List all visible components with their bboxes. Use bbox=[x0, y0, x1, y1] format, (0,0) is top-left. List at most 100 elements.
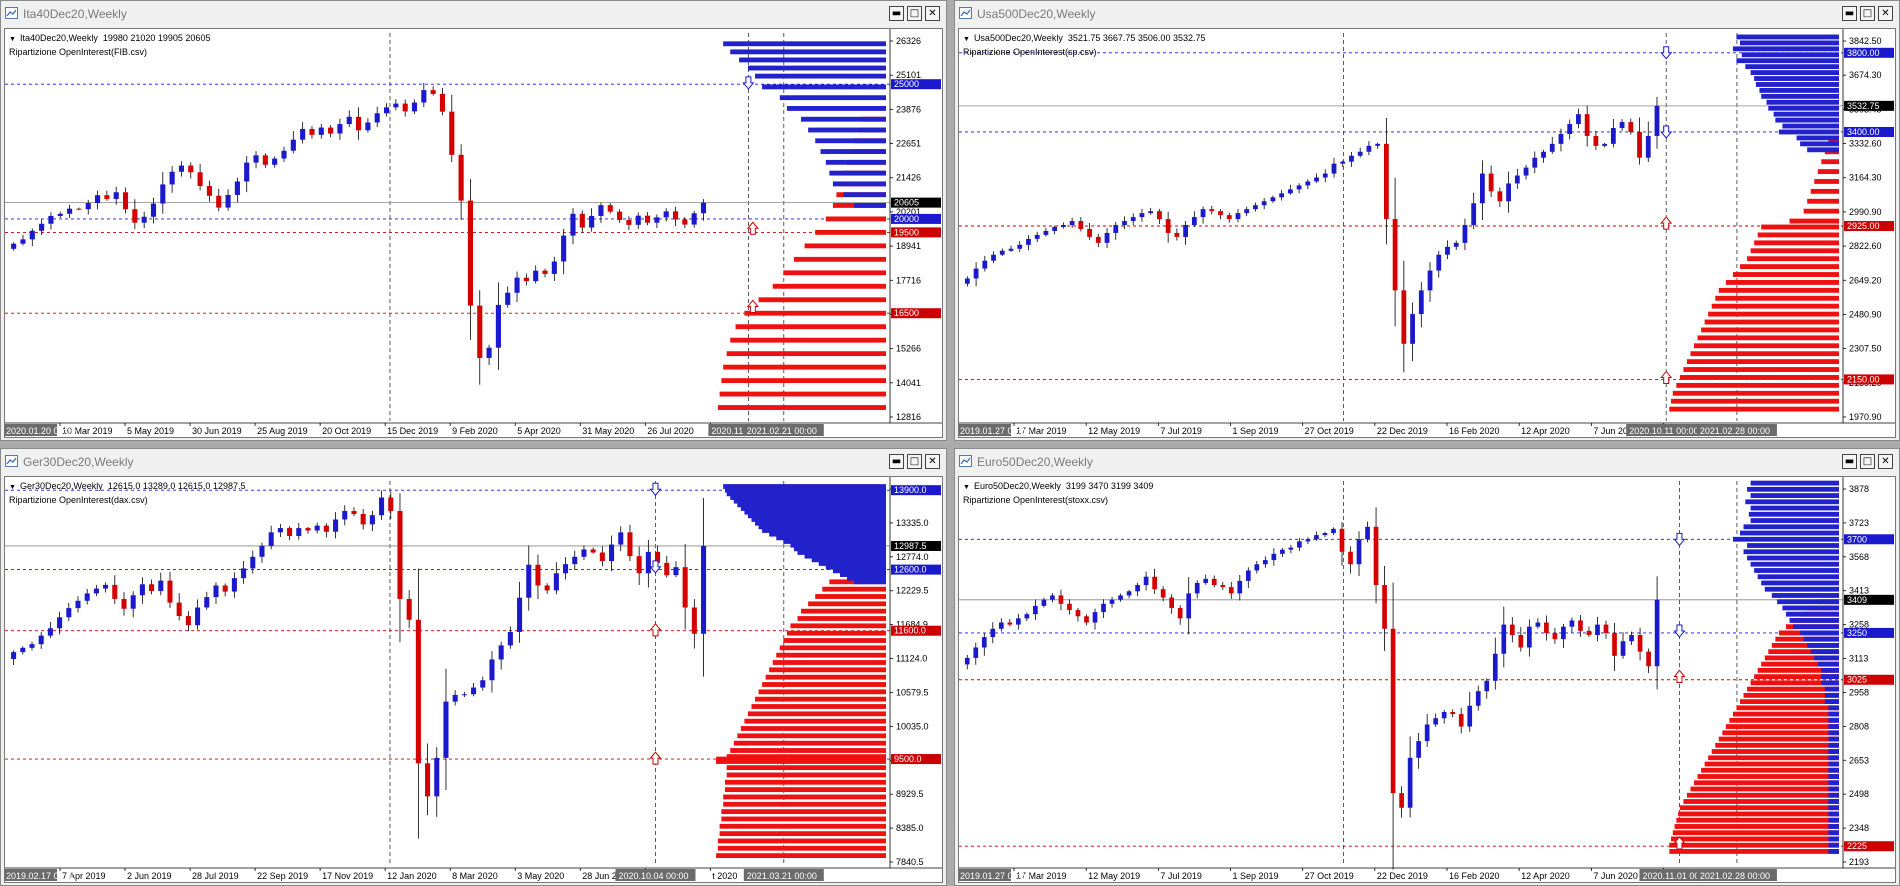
close-button[interactable]: ✕ bbox=[925, 454, 940, 469]
candle-body bbox=[1480, 173, 1485, 204]
candle-body bbox=[93, 588, 99, 594]
candle-body bbox=[526, 564, 532, 598]
close-button[interactable]: ✕ bbox=[1878, 6, 1893, 21]
call-oi-bar bbox=[1793, 624, 1839, 630]
candle-body bbox=[1157, 211, 1162, 220]
put-oi-bar bbox=[1671, 398, 1839, 404]
price-chart[interactable]: 26326 25101 23876 22651 21426 20201 18941 17716… bbox=[5, 29, 942, 437]
maximize-button[interactable]: □ bbox=[907, 6, 922, 21]
put-oi-bar bbox=[1669, 849, 1839, 854]
put-oi-bar bbox=[1757, 667, 1839, 673]
chart-plot-area[interactable]: 13879.913335.012774.012229.511684.911124… bbox=[4, 476, 943, 883]
candle-body bbox=[132, 209, 138, 223]
y-tick-label: 11684.9 bbox=[896, 620, 928, 630]
chart-window-euro50[interactable]: Euro50Dec20,Weekly ▬ □ ✕ 3878 3723 3568 341… bbox=[954, 448, 1900, 886]
candle-body bbox=[1602, 143, 1608, 146]
candle-body bbox=[991, 254, 996, 261]
close-button[interactable]: ✕ bbox=[1878, 454, 1893, 469]
maximize-button[interactable]: □ bbox=[1860, 6, 1875, 21]
candle-body bbox=[1270, 197, 1276, 202]
y-tick-label: 12774.0 bbox=[896, 552, 929, 562]
candle-body bbox=[467, 200, 474, 306]
chart-window-icon bbox=[959, 7, 972, 19]
level-price-box bbox=[891, 485, 941, 496]
put-oi-bar bbox=[1676, 817, 1839, 823]
chart-window-ger30[interactable]: Ger30Dec20,Weekly ▬ □ ✕ 13879.913335.012… bbox=[0, 448, 947, 886]
candle-body bbox=[553, 573, 559, 591]
candle-body bbox=[225, 194, 231, 208]
minimize-button[interactable]: ▬ bbox=[1842, 6, 1857, 21]
put-oi-bar bbox=[1764, 655, 1839, 661]
level-price-box bbox=[1844, 674, 1894, 685]
call-oi-bar bbox=[825, 159, 886, 165]
collapse-triangle-icon[interactable]: ▼ bbox=[963, 484, 970, 491]
call-oi-bar bbox=[1743, 524, 1839, 530]
call-oi-bar bbox=[1828, 799, 1839, 804]
candle-body bbox=[477, 305, 483, 358]
candle-body bbox=[122, 192, 129, 210]
window-titlebar[interactable]: Euro50Dec20,Weekly ▬ □ ✕ bbox=[955, 449, 1899, 475]
candle-body bbox=[1305, 539, 1311, 542]
time-start-label: 2020.01.20 00:00 bbox=[6, 426, 76, 436]
window-titlebar[interactable]: Ita40Dec20,Weekly ▬ □ ✕ bbox=[1, 1, 946, 27]
put-oi-bar bbox=[783, 270, 886, 276]
x-tick-label: 22 Sep 2019 bbox=[257, 871, 308, 881]
minimize-button[interactable]: ▬ bbox=[1842, 454, 1857, 469]
candle-body bbox=[1271, 553, 1277, 561]
collapse-triangle-icon[interactable]: ▼ bbox=[9, 484, 16, 491]
level-price-label: 20000 bbox=[894, 214, 919, 224]
put-oi-bar bbox=[1718, 287, 1839, 293]
call-oi-bar bbox=[1747, 555, 1839, 561]
put-oi-bar bbox=[1697, 774, 1839, 779]
candle-body bbox=[964, 657, 970, 665]
window-titlebar[interactable]: Usa500Dec20,Weekly ▬ □ ✕ bbox=[955, 1, 1899, 27]
x-tick-label: 12 Apr 2020 bbox=[1521, 426, 1570, 436]
candle-body bbox=[449, 111, 455, 155]
call-oi-bar bbox=[1747, 543, 1839, 548]
close-button[interactable]: ✕ bbox=[925, 6, 940, 21]
candle-body bbox=[213, 585, 219, 598]
candle-body bbox=[664, 562, 670, 576]
call-oi-bar bbox=[1750, 480, 1839, 486]
candle-body bbox=[1424, 724, 1430, 742]
candle-body bbox=[277, 528, 283, 533]
put-oi-bar bbox=[747, 711, 886, 717]
price-chart[interactable]: 3842.503674.303503.453332.603164.302990.… bbox=[959, 29, 1895, 437]
x-tick-label: 12 May 2019 bbox=[1088, 871, 1140, 881]
candle-body bbox=[1356, 539, 1362, 565]
candle-body bbox=[655, 551, 661, 563]
level-price-label: 16500 bbox=[894, 308, 919, 318]
candle-body bbox=[1552, 632, 1558, 640]
chart-plot-area[interactable]: 3878 3723 3568 3413 3258 3113 2958 2808 2653 2498… bbox=[958, 476, 1896, 883]
put-oi-bar bbox=[1739, 699, 1839, 705]
level-price-label: 2925.00 bbox=[1847, 221, 1880, 231]
minimize-button[interactable]: ▬ bbox=[889, 454, 904, 469]
call-oi-bar bbox=[1754, 76, 1839, 81]
candle-body bbox=[421, 90, 427, 103]
call-oi-bar bbox=[808, 127, 886, 133]
put-oi-bar bbox=[733, 740, 886, 746]
crosshair-time-box bbox=[1696, 869, 1777, 881]
candle-body bbox=[542, 270, 548, 274]
minimize-button[interactable]: ▬ bbox=[889, 6, 904, 21]
put-oi-bar bbox=[1671, 836, 1839, 842]
chart-plot-area[interactable]: 26326 25101 23876 22651 21426 20201 18941 17716… bbox=[4, 28, 943, 438]
chart-window-ita40[interactable]: Ita40Dec20,Weekly ▬ □ ✕ 26326 25101 23876 2… bbox=[0, 0, 947, 441]
candle-body bbox=[406, 598, 412, 620]
maximize-button[interactable]: □ bbox=[1860, 454, 1875, 469]
collapse-triangle-icon[interactable]: ▼ bbox=[9, 36, 16, 43]
chart-plot-area[interactable]: 3842.503674.303503.453332.603164.302990.… bbox=[958, 28, 1896, 438]
candle-body bbox=[1549, 143, 1555, 152]
put-oi-bar bbox=[721, 809, 886, 815]
candle-body bbox=[1375, 143, 1381, 146]
maximize-button[interactable]: □ bbox=[907, 454, 922, 469]
candle-body bbox=[94, 195, 101, 204]
candle-body bbox=[1567, 124, 1573, 134]
chart-window-usa500[interactable]: Usa500Dec20,Weekly ▬ □ ✕ 3842.50 3674.30 3… bbox=[954, 0, 1900, 441]
price-chart[interactable]: 3878 3723 3568 3413 3258 3113 2958 2808 2653 2498… bbox=[959, 477, 1895, 882]
collapse-triangle-icon[interactable]: ▼ bbox=[963, 36, 970, 43]
put-oi-bar bbox=[1761, 661, 1839, 667]
price-chart[interactable]: 13879.913335.012774.012229.511684.911124… bbox=[5, 477, 942, 882]
window-titlebar[interactable]: Ger30Dec20,Weekly ▬ □ ✕ bbox=[1, 449, 946, 475]
candle-body bbox=[365, 122, 371, 131]
